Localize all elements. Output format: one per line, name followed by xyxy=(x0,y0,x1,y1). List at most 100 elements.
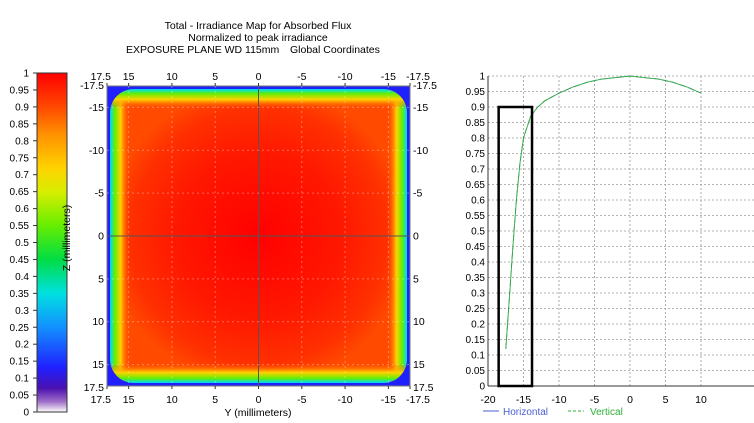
heatmap-left-tick-label: -15 xyxy=(89,102,104,114)
heatmap-right-tick-label: 15 xyxy=(413,359,425,371)
colorbar-tick-label: 0.15 xyxy=(10,357,30,368)
colorbar-tick-label: 0.9 xyxy=(15,102,29,113)
legend-label-vertical: Vertical xyxy=(590,407,623,418)
line-y-tick-label: 0 xyxy=(479,382,485,393)
heatmap-bottom-tick-label: 0 xyxy=(256,394,262,406)
line-y-tick-label: 0.75 xyxy=(466,149,486,160)
colorbar-tick-label: 0.85 xyxy=(10,119,30,130)
line-y-tick-label: 0.1 xyxy=(471,351,485,362)
line-x-tick-label: -15 xyxy=(516,394,531,406)
line-y-tick-label: 0.6 xyxy=(471,196,485,207)
heatmap-left-tick-label: -10 xyxy=(89,145,104,157)
legend-label-horizontal: Horizontal xyxy=(503,407,548,418)
line-series-vertical xyxy=(505,75,702,349)
line-y-tick-label: 0.4 xyxy=(471,258,485,269)
colorbar-tick-label: 0.35 xyxy=(10,289,30,300)
line-y-tick-label: 0.9 xyxy=(471,103,485,114)
heatmap-top-tick-label: -17.5 xyxy=(406,71,430,83)
line-y-tick-label: 0.95 xyxy=(466,87,486,98)
line-series-horizontal xyxy=(505,75,702,349)
line-x-tick-label: 5 xyxy=(663,394,669,406)
colorbar-tick-label: 0.5 xyxy=(15,238,29,249)
heatmap-bottom-tick-label: -10 xyxy=(337,394,352,406)
heatmap-top-tick-label: 15 xyxy=(123,71,135,83)
heatmap-left-tick-label: 10 xyxy=(92,316,104,328)
heatmap-left-tick-label: 15 xyxy=(92,359,104,371)
heatmap-bottom-tick-label: -5 xyxy=(297,394,306,406)
heatmap-left-tick-label: -5 xyxy=(95,188,104,200)
line-y-tick-label: 0.55 xyxy=(466,211,486,222)
heatmap-right-tick-label: -17.5 xyxy=(413,80,437,92)
line-chart-legend: Horizontal Vertical xyxy=(483,407,623,418)
colorbar-tick-label: 0.65 xyxy=(10,187,30,198)
heatmap-bottom-tick-label: 10 xyxy=(166,394,178,406)
line-y-tick-label: 0.85 xyxy=(466,118,486,129)
line-y-tick-label: 0.15 xyxy=(466,335,486,346)
heatmap-bottom-tick-label: 5 xyxy=(212,394,218,406)
line-y-tick-label: 0.65 xyxy=(466,180,486,191)
colorbar-tick-label: 0.7 xyxy=(15,170,29,181)
heatmap-plane-label: EXPOSURE PLANE WD 115mm xyxy=(126,44,280,56)
heatmap-right-tick-label: 0 xyxy=(413,231,419,243)
line-y-tick-label: 1 xyxy=(479,72,485,83)
heatmap-ylabel: Z (millimeters) xyxy=(61,205,73,272)
colorbar-tick-label: 0.2 xyxy=(15,340,29,351)
heatmap-top-tick-label: -10 xyxy=(337,71,352,83)
colorbar-tick-label: 0.25 xyxy=(10,323,30,334)
heatmap-left-tick-label: 0 xyxy=(98,231,104,243)
heatmap-right-tick-label: 5 xyxy=(413,273,419,285)
heatmap-coords-label: Global Coordinates xyxy=(290,44,380,56)
line-x-tick-label: 10 xyxy=(695,394,707,406)
colorbar-tick-label: 0.6 xyxy=(15,204,29,215)
colorbar-tick-label: 0.05 xyxy=(10,391,30,402)
line-x-tick-label: -20 xyxy=(480,394,495,406)
heatmap-bottom-tick-label: 17.5 xyxy=(91,394,112,406)
heatmap-bottom-tick-label: -17.5 xyxy=(406,394,430,406)
colorbar-tick-label: 0.75 xyxy=(10,153,30,164)
heatmap-right-tick-label: -15 xyxy=(413,102,428,114)
colorbar-tick-label: 0.55 xyxy=(10,221,30,232)
line-y-tick-label: 0.8 xyxy=(471,134,485,145)
line-x-tick-label: 0 xyxy=(627,394,633,406)
line-y-tick-label: 0.25 xyxy=(466,304,486,315)
heatmap-title: Total - Irradiance Map for Absorbed Flux xyxy=(165,20,353,32)
line-y-tick-label: 0.3 xyxy=(471,289,485,300)
colorbar-tick-label: 0.1 xyxy=(15,374,29,385)
heatmap-bottom-tick-label: 15 xyxy=(123,394,135,406)
heatmap-axes: 17.517.5151510105500-5-5-10-10-15-15-17.… xyxy=(80,71,437,406)
line-y-tick-label: 0.05 xyxy=(466,366,486,377)
heatmap-right-tick-label: -5 xyxy=(413,188,422,200)
line-y-tick-label: 0.5 xyxy=(471,227,485,238)
heatmap-left-tick-label: 5 xyxy=(98,273,104,285)
heatmap-grid xyxy=(107,86,410,386)
heatmap-top-tick-label: 0 xyxy=(256,71,262,83)
line-y-tick-label: 0.45 xyxy=(466,242,486,253)
line-y-tick-label: 0.2 xyxy=(471,320,485,331)
colorbar-ticks: 1 0.95 0.9 0.85 0.8 0.75 0.7 0.65 0.6 0.55 0.5 0.45… xyxy=(10,69,37,419)
line-chart-axes: 0 0.05 0.1 0.15 0.2 0.25 0.3 0.35 0.4 0.45 0.5 0.55… xyxy=(466,72,754,406)
heatmap-left-tick-label: -17.5 xyxy=(80,80,104,92)
colorbar-tick-label: 0.8 xyxy=(15,136,29,147)
colorbar-tick-label: 0.3 xyxy=(15,306,29,317)
heatmap-top-tick-label: 17.5 xyxy=(91,71,112,83)
heatmap-top-tick-label: -15 xyxy=(381,71,396,83)
heatmap-right-tick-label: 10 xyxy=(413,316,425,328)
line-chart-grid xyxy=(487,75,754,387)
heatmap-xlabel: Y (millimeters) xyxy=(225,407,292,419)
line-y-tick-label: 0.35 xyxy=(466,273,486,284)
colorbar xyxy=(36,72,68,413)
heatmap-top-tick-label: 5 xyxy=(212,71,218,83)
colorbar-tick-label: 0.4 xyxy=(15,272,29,283)
heatmap-subtitle: Normalized to peak irradiance xyxy=(188,32,328,44)
colorbar-tick-label: 1 xyxy=(23,69,29,80)
line-y-tick-label: 0.7 xyxy=(471,165,485,176)
colorbar-tick-label: 0.95 xyxy=(10,85,30,96)
colorbar-tick-label: 0.45 xyxy=(10,255,30,266)
heatmap-top-tick-label: 10 xyxy=(166,71,178,83)
line-x-tick-label: -5 xyxy=(590,394,599,406)
heatmap-right-tick-label: 17.5 xyxy=(413,382,434,394)
heatmap-left-tick-label: 17.5 xyxy=(84,382,105,394)
heatmap-bottom-tick-label: -15 xyxy=(381,394,396,406)
highlight-box xyxy=(497,105,534,388)
